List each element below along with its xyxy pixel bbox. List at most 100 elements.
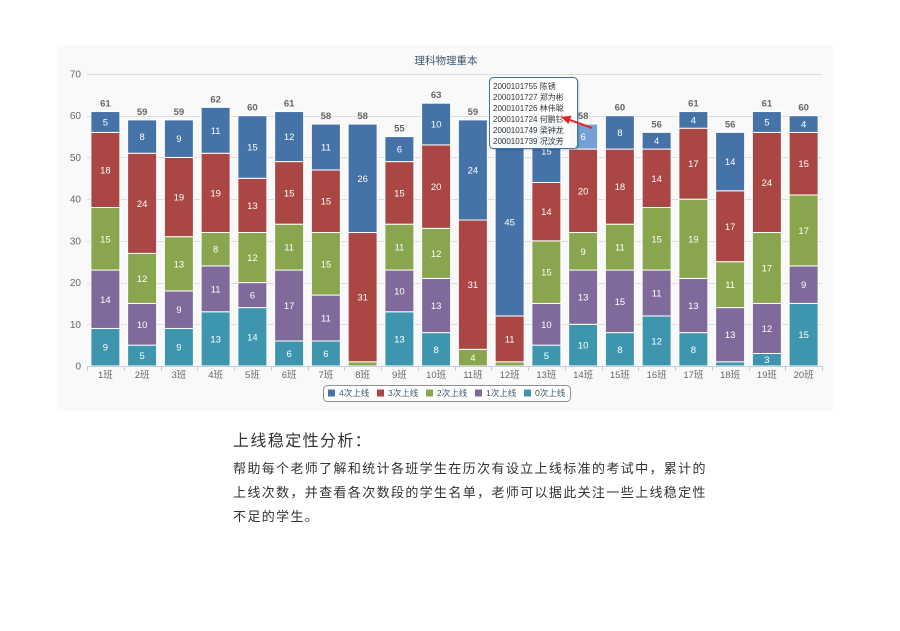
bar-segment[interactable]: [200, 265, 231, 313]
bar-segment[interactable]: [604, 332, 635, 367]
bar-segment[interactable]: [310, 169, 341, 234]
bar-segment[interactable]: [788, 194, 819, 267]
bar-segment[interactable]: [678, 277, 709, 334]
bar-segment[interactable]: [715, 307, 746, 363]
bar-segment[interactable]: [384, 136, 415, 163]
bar-segment[interactable]: [788, 115, 819, 133]
legend-label: 0次上线: [535, 388, 566, 398]
bar-segment[interactable]: [457, 119, 488, 221]
segment-value-label: 26: [357, 174, 368, 185]
bar-segment[interactable]: [127, 302, 158, 346]
bar-segment[interactable]: [274, 161, 305, 225]
bar-segment[interactable]: [751, 111, 782, 133]
segment-value-label: 12: [284, 132, 295, 143]
legend-item[interactable]: 0次上线: [524, 388, 566, 398]
bar-segment[interactable]: [641, 269, 672, 317]
bar-segment[interactable]: [127, 152, 158, 254]
bar-segment[interactable]: [310, 232, 341, 296]
bar-segment[interactable]: [568, 323, 599, 367]
legend-swatch: [475, 389, 482, 397]
stack-total-label: 60: [615, 103, 626, 114]
segment-value-label: 14: [247, 332, 258, 343]
segment-value-label: 15: [321, 259, 332, 270]
bar-segment[interactable]: [678, 127, 709, 200]
bar-segment[interactable]: [715, 190, 746, 263]
segment-value-label: 11: [284, 243, 294, 254]
bar-segment[interactable]: [347, 361, 378, 367]
bar-segment[interactable]: [127, 252, 158, 304]
bar-segment[interactable]: [568, 269, 599, 325]
bar-segment[interactable]: [237, 115, 268, 179]
bar-segment[interactable]: [237, 232, 268, 284]
segment-value-label: 31: [468, 280, 479, 291]
bar-segment[interactable]: [163, 119, 194, 158]
bar-segment[interactable]: [604, 269, 635, 334]
bar-segment[interactable]: [310, 123, 341, 171]
bar-segment[interactable]: [494, 361, 525, 367]
bar-segment[interactable]: [678, 198, 709, 279]
legend-item[interactable]: 4次上线: [328, 388, 370, 398]
tooltip-student-line: 2000101726 林伟聪: [493, 103, 564, 113]
bar-segment[interactable]: [274, 223, 305, 271]
bar-segment[interactable]: [531, 181, 562, 242]
bar-segment[interactable]: [90, 111, 121, 133]
segment-value-label: 12: [137, 274, 148, 285]
tooltip-student-line: 2000101755 陈锈: [493, 81, 556, 91]
bar-segment[interactable]: [274, 111, 305, 163]
bar-segment[interactable]: [531, 240, 562, 304]
bar-segment[interactable]: [347, 123, 378, 234]
segment-value-label: 15: [100, 234, 111, 245]
bar-segment[interactable]: [568, 148, 599, 234]
bar-segment[interactable]: [641, 148, 672, 208]
bar-segment[interactable]: [678, 111, 709, 129]
bar-segment[interactable]: [200, 232, 231, 267]
bar-segment[interactable]: [200, 106, 231, 154]
legend-item[interactable]: 1次上线: [475, 388, 517, 398]
bar-segment[interactable]: [237, 177, 268, 234]
segment-value-label: 9: [801, 280, 806, 291]
bar-segment[interactable]: [200, 152, 231, 234]
bar-segment[interactable]: [715, 261, 746, 309]
bar-segment[interactable]: [384, 223, 415, 271]
segment-value-label: 15: [651, 234, 662, 245]
bar-segment[interactable]: [384, 161, 415, 225]
bar-segment[interactable]: [163, 156, 194, 238]
bar-segment[interactable]: [90, 206, 121, 271]
bar-segment[interactable]: [788, 131, 819, 196]
segment-value-label: 4: [801, 120, 806, 131]
segment-value-label: 13: [431, 301, 442, 312]
x-tick-label: 9班: [392, 369, 407, 381]
bar-segment[interactable]: [163, 290, 194, 329]
bar-segment[interactable]: [90, 131, 121, 208]
bar-segment[interactable]: [200, 311, 231, 367]
x-tick-label: 2班: [135, 369, 150, 381]
bar-segment[interactable]: [641, 131, 672, 150]
segment-value-label: 15: [247, 143, 258, 154]
bar-segment[interactable]: [163, 327, 194, 367]
bar-segment[interactable]: [127, 119, 158, 154]
segment-value-label: 13: [247, 201, 258, 212]
bar-segment[interactable]: [421, 144, 452, 229]
bar-segment[interactable]: [274, 340, 305, 367]
bar-segment[interactable]: [715, 131, 746, 192]
legend-item[interactable]: 3次上线: [377, 388, 419, 398]
bar-segment[interactable]: [604, 115, 635, 150]
segment-value-label: 11: [505, 334, 515, 345]
bar-segment[interactable]: [604, 223, 635, 271]
bar-segment[interactable]: [90, 269, 121, 329]
bar-segment[interactable]: [751, 302, 782, 354]
x-tick-label: 19班: [757, 369, 778, 381]
bar-segment[interactable]: [531, 302, 562, 346]
bar-segment[interactable]: [604, 148, 635, 225]
bar-segment[interactable]: [421, 277, 452, 334]
bar-segment[interactable]: [678, 332, 709, 367]
bar-segment[interactable]: [494, 127, 525, 317]
bar-segment[interactable]: [715, 361, 746, 367]
segment-value-label: 17: [762, 263, 773, 274]
segment-value-label: 11: [211, 284, 221, 295]
bar-segment[interactable]: [788, 302, 819, 367]
legend-item[interactable]: 2次上线: [426, 388, 468, 398]
bar-segment[interactable]: [568, 232, 599, 271]
bar-segment[interactable]: [274, 269, 305, 342]
bar-segment[interactable]: [421, 102, 452, 146]
